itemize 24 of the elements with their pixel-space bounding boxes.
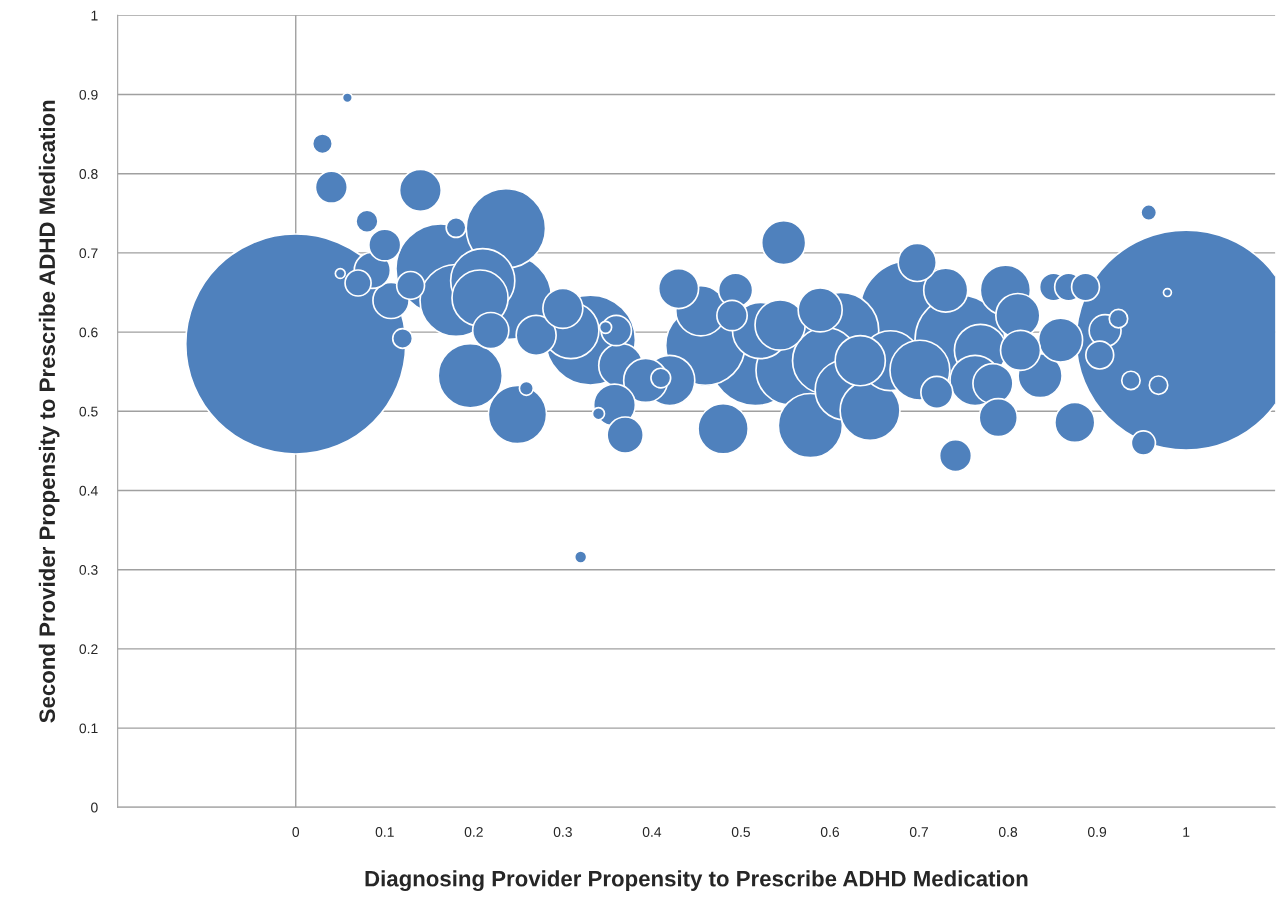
y-tick-label: 0.6 bbox=[79, 327, 98, 338]
x-tick-label: 0 bbox=[292, 827, 300, 837]
x-tick-label: 0.6 bbox=[820, 827, 840, 837]
x-axis-title: Diagnosing Provider Propensity to Prescribe ADHD Medication bbox=[365, 870, 1028, 892]
y-axis-title: Second Provider Propensity to Prescribe ADHD Medication bbox=[38, 100, 60, 723]
x-tick-label: 0.4 bbox=[642, 827, 662, 837]
y-tick-label: 0.4 bbox=[79, 485, 98, 496]
x-tick-label: 0.1 bbox=[375, 827, 394, 837]
y-tick-label: 0.9 bbox=[79, 89, 98, 100]
x-tick-label: 0.7 bbox=[909, 827, 928, 837]
y-tick-label: 0.5 bbox=[79, 406, 98, 417]
x-tick-label: 0.3 bbox=[553, 827, 572, 837]
x-tick-label: 1 bbox=[1183, 827, 1190, 837]
y-tick-label: 0.2 bbox=[79, 644, 98, 655]
y-tick-label: 0 bbox=[91, 802, 98, 813]
x-tick-label: 0.2 bbox=[464, 827, 483, 837]
x-tick-label: 0.9 bbox=[1087, 827, 1107, 837]
x-tick-label: 0.8 bbox=[998, 827, 1018, 837]
y-tick-label: 0.7 bbox=[79, 248, 98, 259]
y-tick-label: 0.3 bbox=[79, 565, 98, 575]
x-tick-label: 0.5 bbox=[731, 827, 751, 837]
y-tick-label: 0.8 bbox=[79, 169, 98, 179]
y-tick-label: 1 bbox=[91, 10, 98, 21]
y-tick-label: 0.1 bbox=[79, 723, 98, 734]
